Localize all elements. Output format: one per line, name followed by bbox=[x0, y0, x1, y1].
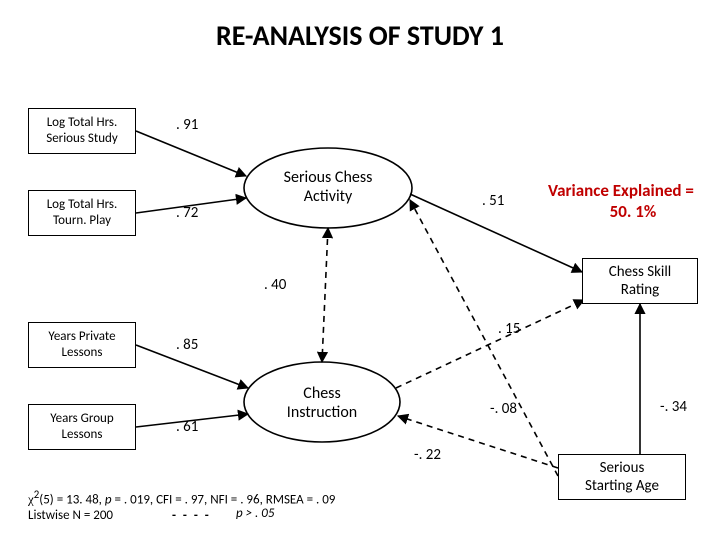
coef-85: . 85 bbox=[176, 336, 198, 354]
coef-72: . 72 bbox=[176, 204, 198, 222]
box-starting-age: Serious Starting Age bbox=[558, 454, 686, 500]
page-title: RE-ANALYSIS OF STUDY 1 bbox=[0, 18, 720, 53]
box-log-hrs-study: Log Total Hrs. Serious Study bbox=[28, 108, 136, 154]
ve-value: 50. 1% bbox=[548, 201, 718, 222]
dash-legend-label: p > . 05 bbox=[236, 506, 274, 521]
listwise-n: Listwise N = 200 bbox=[28, 508, 113, 523]
variance-explained: Variance Explained = 50. 1% bbox=[548, 180, 718, 222]
coef-51: . 51 bbox=[482, 192, 504, 210]
coef-61: . 61 bbox=[176, 418, 198, 436]
box-label: Years Private Lessons bbox=[48, 329, 115, 360]
box-label: Serious Starting Age bbox=[585, 459, 659, 495]
box-label: Log Total Hrs. Tourn. Play bbox=[47, 197, 118, 228]
ve-label: Variance Explained = bbox=[548, 180, 694, 201]
box-label: Years Group Lessons bbox=[50, 411, 113, 442]
box-label: Chess Skill Rating bbox=[609, 263, 672, 299]
box-log-hrs-tourn: Log Total Hrs. Tourn. Play bbox=[28, 190, 136, 236]
box-label: Log Total Hrs. Serious Study bbox=[46, 115, 118, 146]
box-chess-rating: Chess Skill Rating bbox=[582, 258, 698, 304]
box-years-private: Years Private Lessons bbox=[28, 322, 136, 368]
coef-15: . 15 bbox=[498, 320, 520, 338]
coef-m34: -. 34 bbox=[660, 398, 687, 416]
dash-legend: - - - - bbox=[172, 508, 211, 523]
coef-40: . 40 bbox=[264, 276, 286, 294]
coef-m08: -. 08 bbox=[490, 400, 517, 418]
footnote-listwise: Listwise N = 200 bbox=[28, 508, 113, 523]
ellipse-instruct-label: Chess Instruction bbox=[244, 384, 400, 422]
box-years-group: Years Group Lessons bbox=[28, 404, 136, 450]
ellipse-activity-label: Serious Chess Activity bbox=[244, 168, 412, 206]
footnote-chi2: χ2(5) = 13. 48, p = . 019, CFI = . 97, N… bbox=[28, 488, 335, 507]
coef-m22: -. 22 bbox=[414, 446, 441, 464]
coef-91: . 91 bbox=[176, 116, 198, 134]
